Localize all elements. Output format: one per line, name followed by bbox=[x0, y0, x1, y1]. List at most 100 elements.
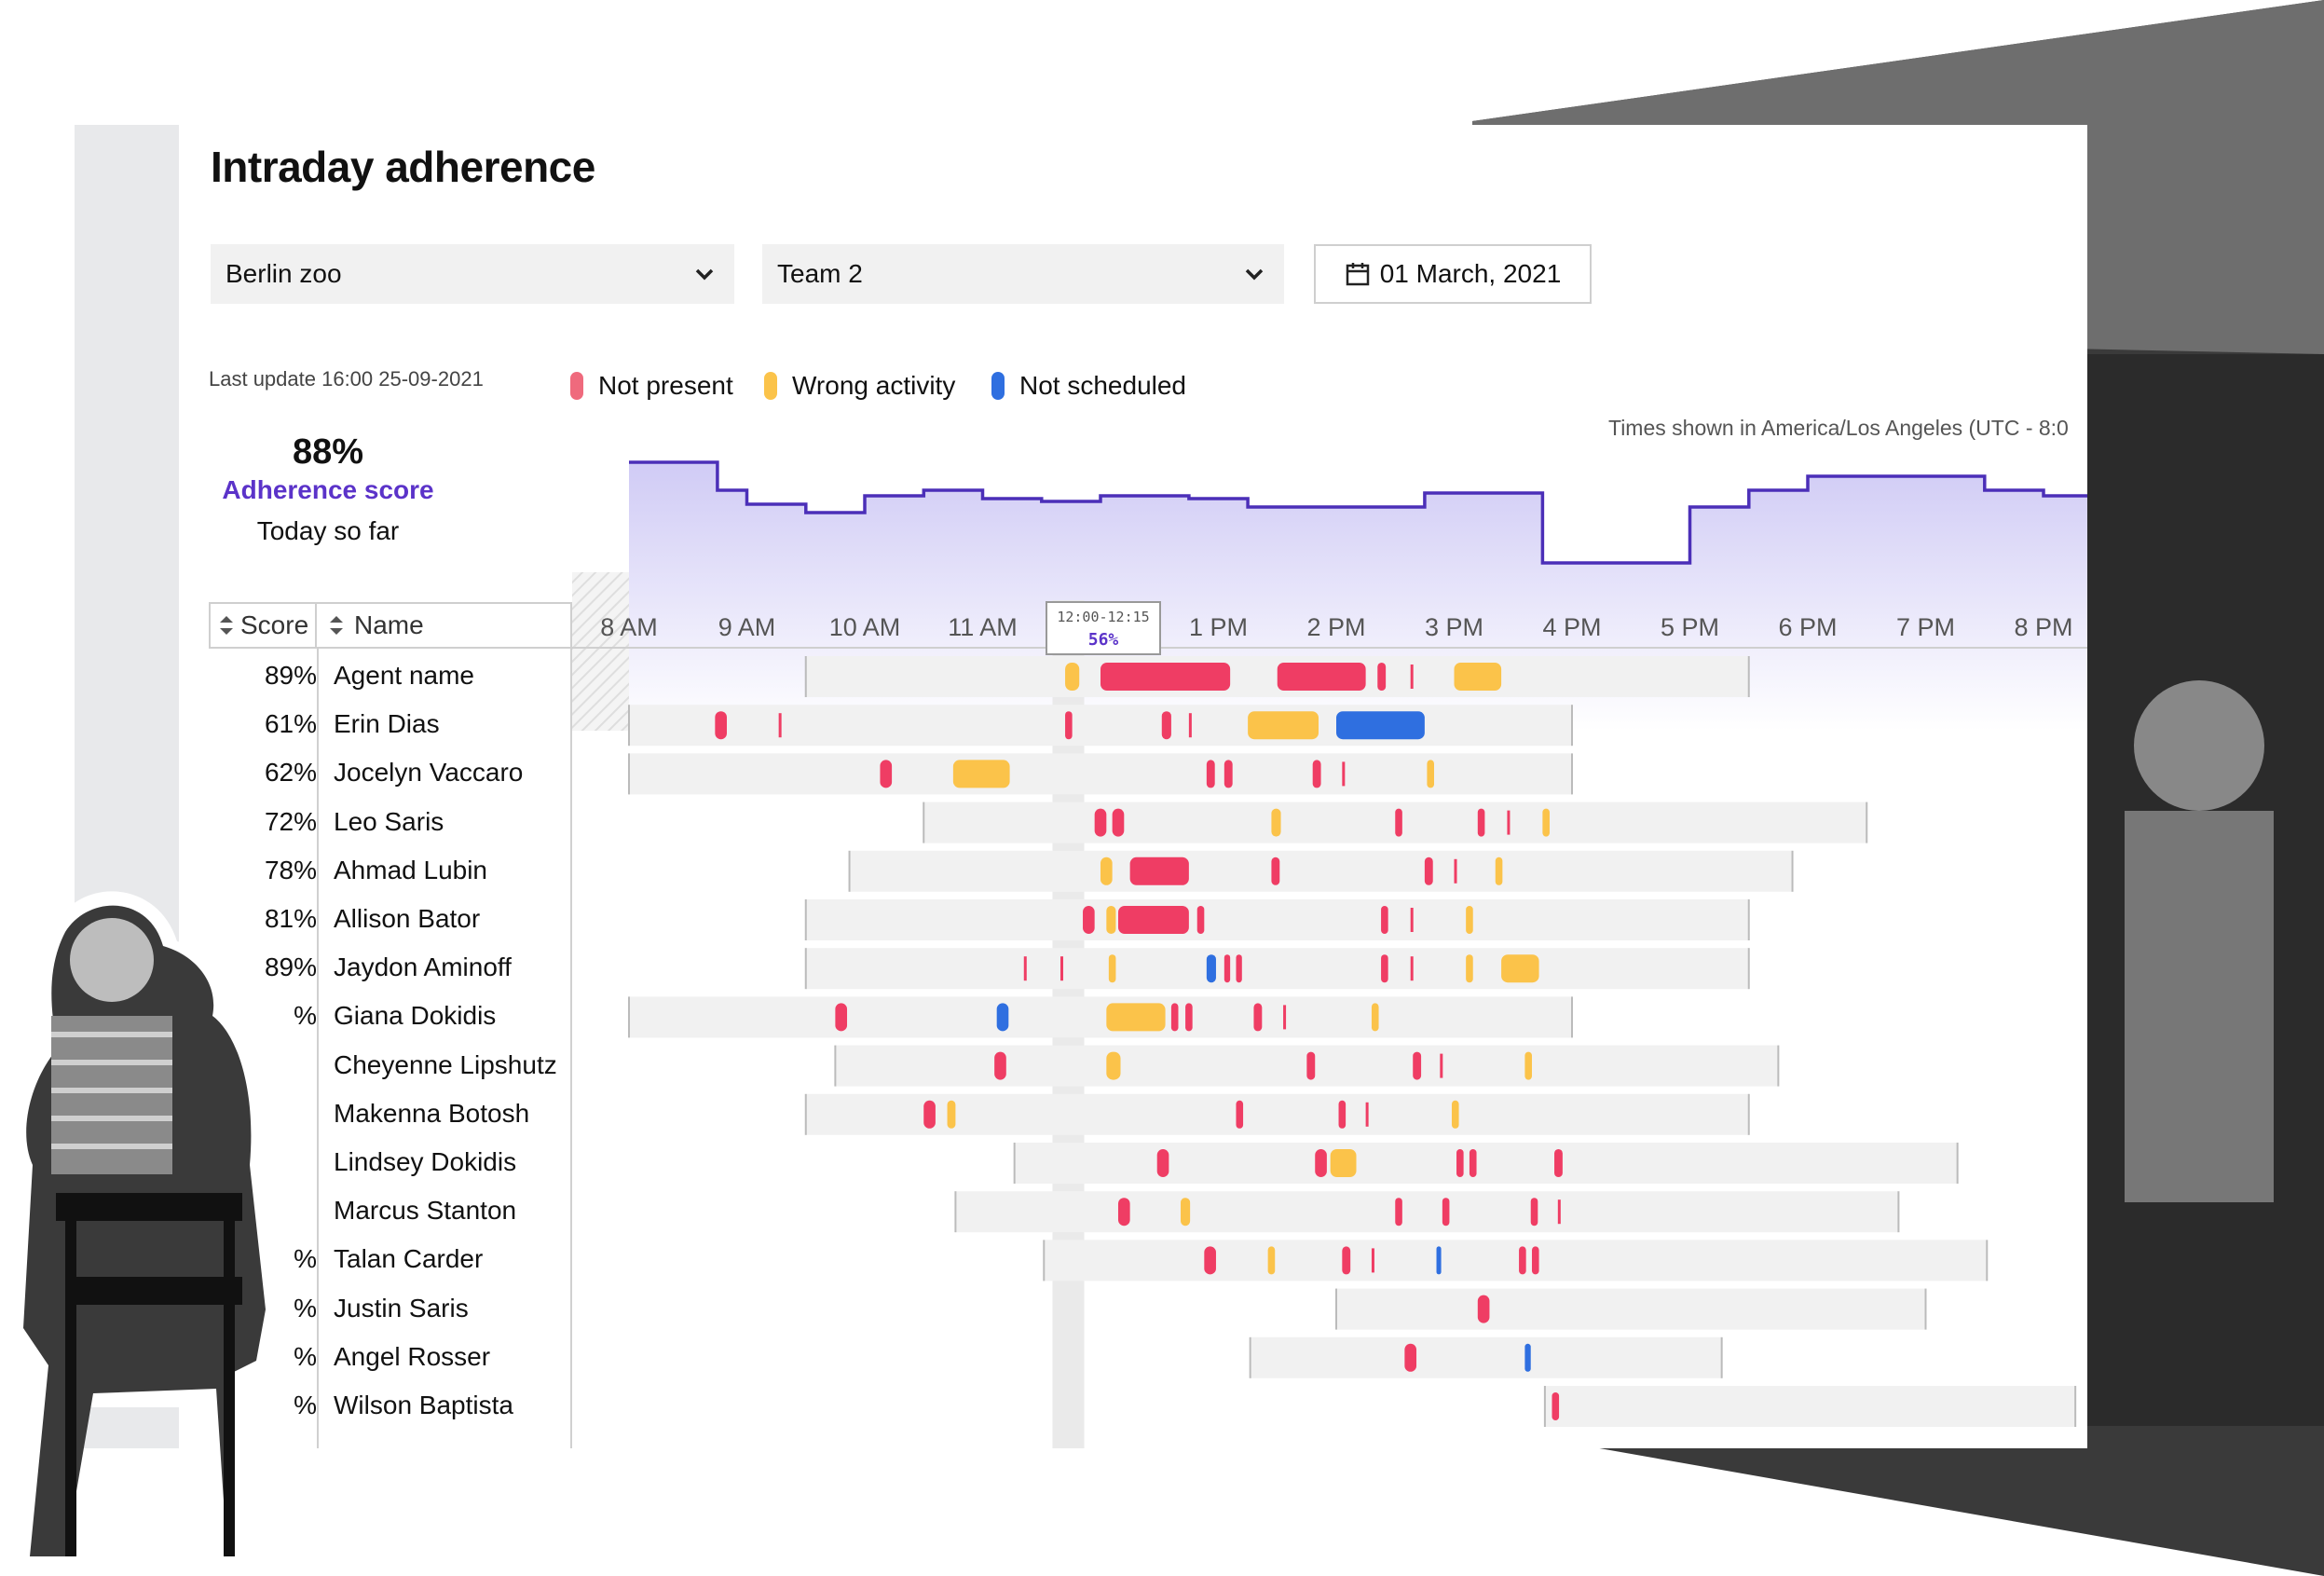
agent-score: % bbox=[294, 1293, 317, 1322]
agent-name[interactable]: Marcus Stanton bbox=[334, 1196, 517, 1226]
agent-score: 89% bbox=[264, 661, 317, 690]
agent-name[interactable]: Agent name bbox=[334, 661, 474, 690]
agent-name[interactable]: Giana Dokidis bbox=[334, 1001, 497, 1031]
event-tick bbox=[1410, 956, 1414, 981]
operators-photo bbox=[9, 891, 289, 1566]
event-tick bbox=[1059, 956, 1063, 981]
event-mark bbox=[1381, 906, 1388, 934]
shift-bar bbox=[1014, 1143, 1958, 1184]
event-mark bbox=[715, 711, 727, 740]
event-mark bbox=[1161, 711, 1171, 740]
event-mark bbox=[1442, 1198, 1450, 1227]
event-mark bbox=[1204, 1246, 1216, 1275]
event-mark bbox=[1381, 954, 1388, 983]
agent-name[interactable]: Jocelyn Vaccaro bbox=[334, 758, 524, 788]
event-mark bbox=[1454, 663, 1502, 691]
agent-name[interactable]: Allison Bator bbox=[334, 904, 481, 933]
event-tick bbox=[1283, 1005, 1287, 1030]
name-sort-header[interactable]: Name bbox=[315, 602, 572, 649]
tooltip-value: 56% bbox=[1088, 630, 1119, 650]
agent-name[interactable]: Justin Saris bbox=[334, 1293, 469, 1322]
event-mark bbox=[1451, 1100, 1459, 1129]
agent-name[interactable]: Erin Dias bbox=[334, 709, 440, 739]
event-tick bbox=[1410, 908, 1414, 932]
event-mark bbox=[1395, 1198, 1402, 1227]
event-mark bbox=[1542, 808, 1550, 837]
adherence-line bbox=[629, 460, 2087, 565]
event-mark bbox=[1224, 760, 1233, 788]
shift-bar bbox=[805, 1093, 1749, 1135]
agent-score: % bbox=[294, 1341, 317, 1371]
team-select[interactable]: Team 2 bbox=[762, 244, 1284, 304]
event-mark bbox=[1395, 808, 1402, 837]
event-mark bbox=[835, 1003, 848, 1032]
event-mark bbox=[996, 1003, 1009, 1032]
event-mark bbox=[1315, 1149, 1327, 1177]
time-label: 1 PM bbox=[1189, 613, 1248, 641]
event-mark bbox=[1185, 1003, 1193, 1032]
event-mark bbox=[1065, 663, 1080, 691]
event-mark bbox=[1267, 1246, 1276, 1275]
event-mark bbox=[1477, 1295, 1490, 1323]
last-update: Last update 16:00 25-09-2021 bbox=[209, 367, 484, 391]
column-divider bbox=[570, 649, 572, 1448]
event-mark bbox=[1170, 1003, 1179, 1032]
agent-name[interactable]: Angel Rosser bbox=[334, 1341, 491, 1371]
legend-swatch bbox=[570, 372, 583, 400]
event-mark bbox=[1100, 663, 1231, 691]
event-mark bbox=[1338, 1100, 1347, 1129]
score-sort-header[interactable]: Score bbox=[209, 602, 317, 649]
event-mark bbox=[1271, 808, 1281, 837]
event-tick bbox=[778, 713, 782, 738]
event-mark bbox=[1129, 857, 1189, 885]
agent-score: 89% bbox=[264, 952, 317, 982]
event-mark bbox=[1377, 663, 1387, 691]
shift-bar bbox=[1336, 1288, 1926, 1330]
event-mark bbox=[1236, 954, 1242, 983]
event-mark bbox=[1224, 954, 1231, 983]
legend-swatch bbox=[991, 372, 1005, 400]
agent-name[interactable]: Cheyenne Lipshutz bbox=[334, 1049, 557, 1079]
event-tick bbox=[1440, 1053, 1443, 1078]
agent-name[interactable]: Makenna Botosh bbox=[334, 1098, 530, 1128]
page-title: Intraday adherence bbox=[211, 143, 595, 191]
agent-name[interactable]: Talan Carder bbox=[334, 1244, 484, 1274]
event-mark bbox=[923, 1100, 936, 1129]
event-mark bbox=[1524, 1051, 1532, 1080]
column-divider bbox=[317, 649, 319, 1448]
shift-bar bbox=[805, 899, 1749, 940]
chevron-down-icon bbox=[1245, 268, 1264, 281]
sort-icon bbox=[330, 616, 343, 635]
agent-name[interactable]: Wilson Baptista bbox=[334, 1391, 513, 1419]
date-value: 01 March, 2021 bbox=[1379, 259, 1562, 288]
event-mark bbox=[1100, 857, 1113, 885]
agent-score: % bbox=[294, 1244, 317, 1274]
event-mark bbox=[1112, 808, 1125, 837]
agent-score: 62% bbox=[264, 758, 317, 788]
event-mark bbox=[1466, 954, 1473, 983]
legend-label: Not present bbox=[598, 371, 733, 400]
event-mark bbox=[1554, 1149, 1563, 1177]
shift-bar bbox=[1544, 1386, 2076, 1427]
event-tick bbox=[1557, 1199, 1561, 1225]
event-mark bbox=[1427, 760, 1434, 788]
date-picker-button[interactable]: 01 March, 2021 bbox=[1314, 244, 1592, 304]
agent-name[interactable]: Ahmad Lubin bbox=[334, 855, 488, 884]
shift-bar bbox=[629, 705, 1572, 747]
time-label: 6 PM bbox=[1778, 613, 1837, 641]
event-tick bbox=[1507, 810, 1511, 835]
event-mark bbox=[1117, 1198, 1130, 1227]
agent-name[interactable]: Jaydon Aminoff bbox=[334, 952, 512, 982]
event-mark bbox=[1181, 1198, 1191, 1227]
adherence-percent: 88% bbox=[292, 432, 364, 472]
event-mark bbox=[1196, 906, 1205, 934]
location-select[interactable]: Berlin zoo bbox=[211, 244, 734, 304]
agent-name[interactable]: Lindsey Dokidis bbox=[334, 1147, 517, 1176]
shift-bar bbox=[1250, 1336, 1722, 1378]
agent-name[interactable]: Leo Saris bbox=[334, 806, 444, 836]
event-mark bbox=[1277, 663, 1366, 691]
time-label: 5 PM bbox=[1661, 613, 1719, 641]
event-tick bbox=[1454, 858, 1457, 884]
agent-score: 81% bbox=[264, 904, 317, 933]
